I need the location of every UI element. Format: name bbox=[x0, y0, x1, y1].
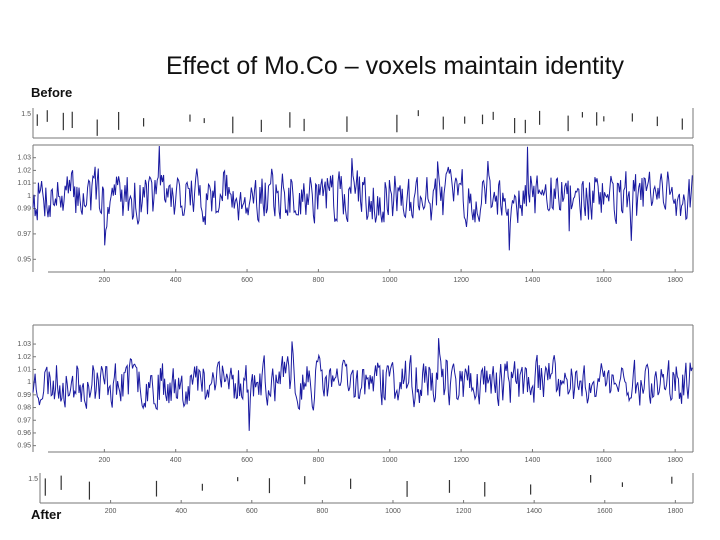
motion-after-xtick-label-1: 400 bbox=[175, 508, 187, 515]
before-chart: 0.95 0.97 0.99 1 1.01 1.02 1.03 200 400 600 800 100… bbox=[17, 144, 694, 284]
motion-after-chart: 1.5 200 400 600 800 1000 1200 1400 1600 1800 bbox=[28, 473, 694, 515]
motion-after-xtick-label-0: 200 bbox=[105, 508, 117, 515]
before-xtick-label-1: 400 bbox=[170, 277, 182, 284]
motion-after-xtick-label-6: 1400 bbox=[526, 508, 542, 515]
slide-title: Effect of Mo.Co – voxels maintain identi… bbox=[165, 52, 625, 80]
after-chart: 0.95 0.96 0.97 0.98 0.99 1 1.01 1.02 1.03 200 400 6… bbox=[17, 324, 694, 464]
after-xtick-label-5: 1200 bbox=[453, 457, 469, 464]
before-xtick-label-2: 600 bbox=[241, 277, 253, 284]
before-ytick-label-3: 1 bbox=[27, 193, 31, 200]
motion-after-xtick-label-8: 1800 bbox=[668, 508, 684, 515]
motion-after-xtick-label-2: 600 bbox=[246, 508, 258, 515]
motion-before-ytick-label-0: 1.5 bbox=[21, 111, 31, 118]
after-xtick-label-2: 600 bbox=[241, 457, 253, 464]
after-xtick-label-0: 200 bbox=[99, 457, 111, 464]
before-xtick-label-7: 1600 bbox=[596, 277, 612, 284]
after-ytick-label-2: 0.97 bbox=[17, 417, 31, 424]
after-ytick-label-5: 1 bbox=[27, 379, 31, 386]
before-ytick-label-1: 0.97 bbox=[17, 231, 31, 238]
after-xtick-label-1: 400 bbox=[170, 457, 182, 464]
motion-before-chart: 1.5 bbox=[21, 108, 694, 139]
after-ytick-label-6: 1.01 bbox=[17, 366, 31, 373]
motion-after-xtick-label-7: 1600 bbox=[597, 508, 613, 515]
before-ytick-label-4: 1.01 bbox=[17, 180, 31, 187]
after-label: After bbox=[31, 507, 62, 522]
after-ytick-label-4: 0.99 bbox=[17, 392, 31, 399]
after-ytick-label-1: 0.96 bbox=[17, 430, 31, 437]
after-ytick-label-8: 1.03 bbox=[17, 341, 31, 348]
after-xtick-label-4: 1000 bbox=[382, 457, 398, 464]
before-ytick-label-0: 0.95 bbox=[17, 256, 31, 263]
motion-after-xtick-label-3: 800 bbox=[317, 508, 329, 515]
after-xtick-label-7: 1600 bbox=[596, 457, 612, 464]
before-xtick-label-5: 1200 bbox=[453, 277, 469, 284]
before-xtick-label-6: 1400 bbox=[525, 277, 541, 284]
after-ytick-label-3: 0.98 bbox=[17, 405, 31, 412]
before-ytick-label-2: 0.99 bbox=[17, 206, 31, 213]
after-xtick-label-8: 1800 bbox=[667, 457, 683, 464]
before-label: Before bbox=[31, 85, 73, 100]
motion-after-ytick-label-0: 1.5 bbox=[28, 476, 38, 483]
motion-after-xtick-label-4: 1000 bbox=[385, 508, 401, 515]
before-xtick-label-4: 1000 bbox=[382, 277, 398, 284]
before-xtick-label-0: 200 bbox=[99, 277, 111, 284]
after-xtick-label-3: 800 bbox=[313, 457, 325, 464]
before-ytick-label-5: 1.02 bbox=[17, 167, 31, 174]
before-xtick-label-8: 1800 bbox=[667, 277, 683, 284]
before-series-0 bbox=[32, 145, 693, 251]
motion-after-xtick-label-5: 1200 bbox=[456, 508, 472, 515]
after-ytick-label-0: 0.95 bbox=[17, 443, 31, 450]
before-ytick-label-6: 1.03 bbox=[17, 155, 31, 162]
before-xtick-label-3: 800 bbox=[313, 277, 325, 284]
after-xtick-label-6: 1400 bbox=[525, 457, 541, 464]
after-series-0 bbox=[32, 338, 693, 431]
after-ytick-label-7: 1.02 bbox=[17, 354, 31, 361]
